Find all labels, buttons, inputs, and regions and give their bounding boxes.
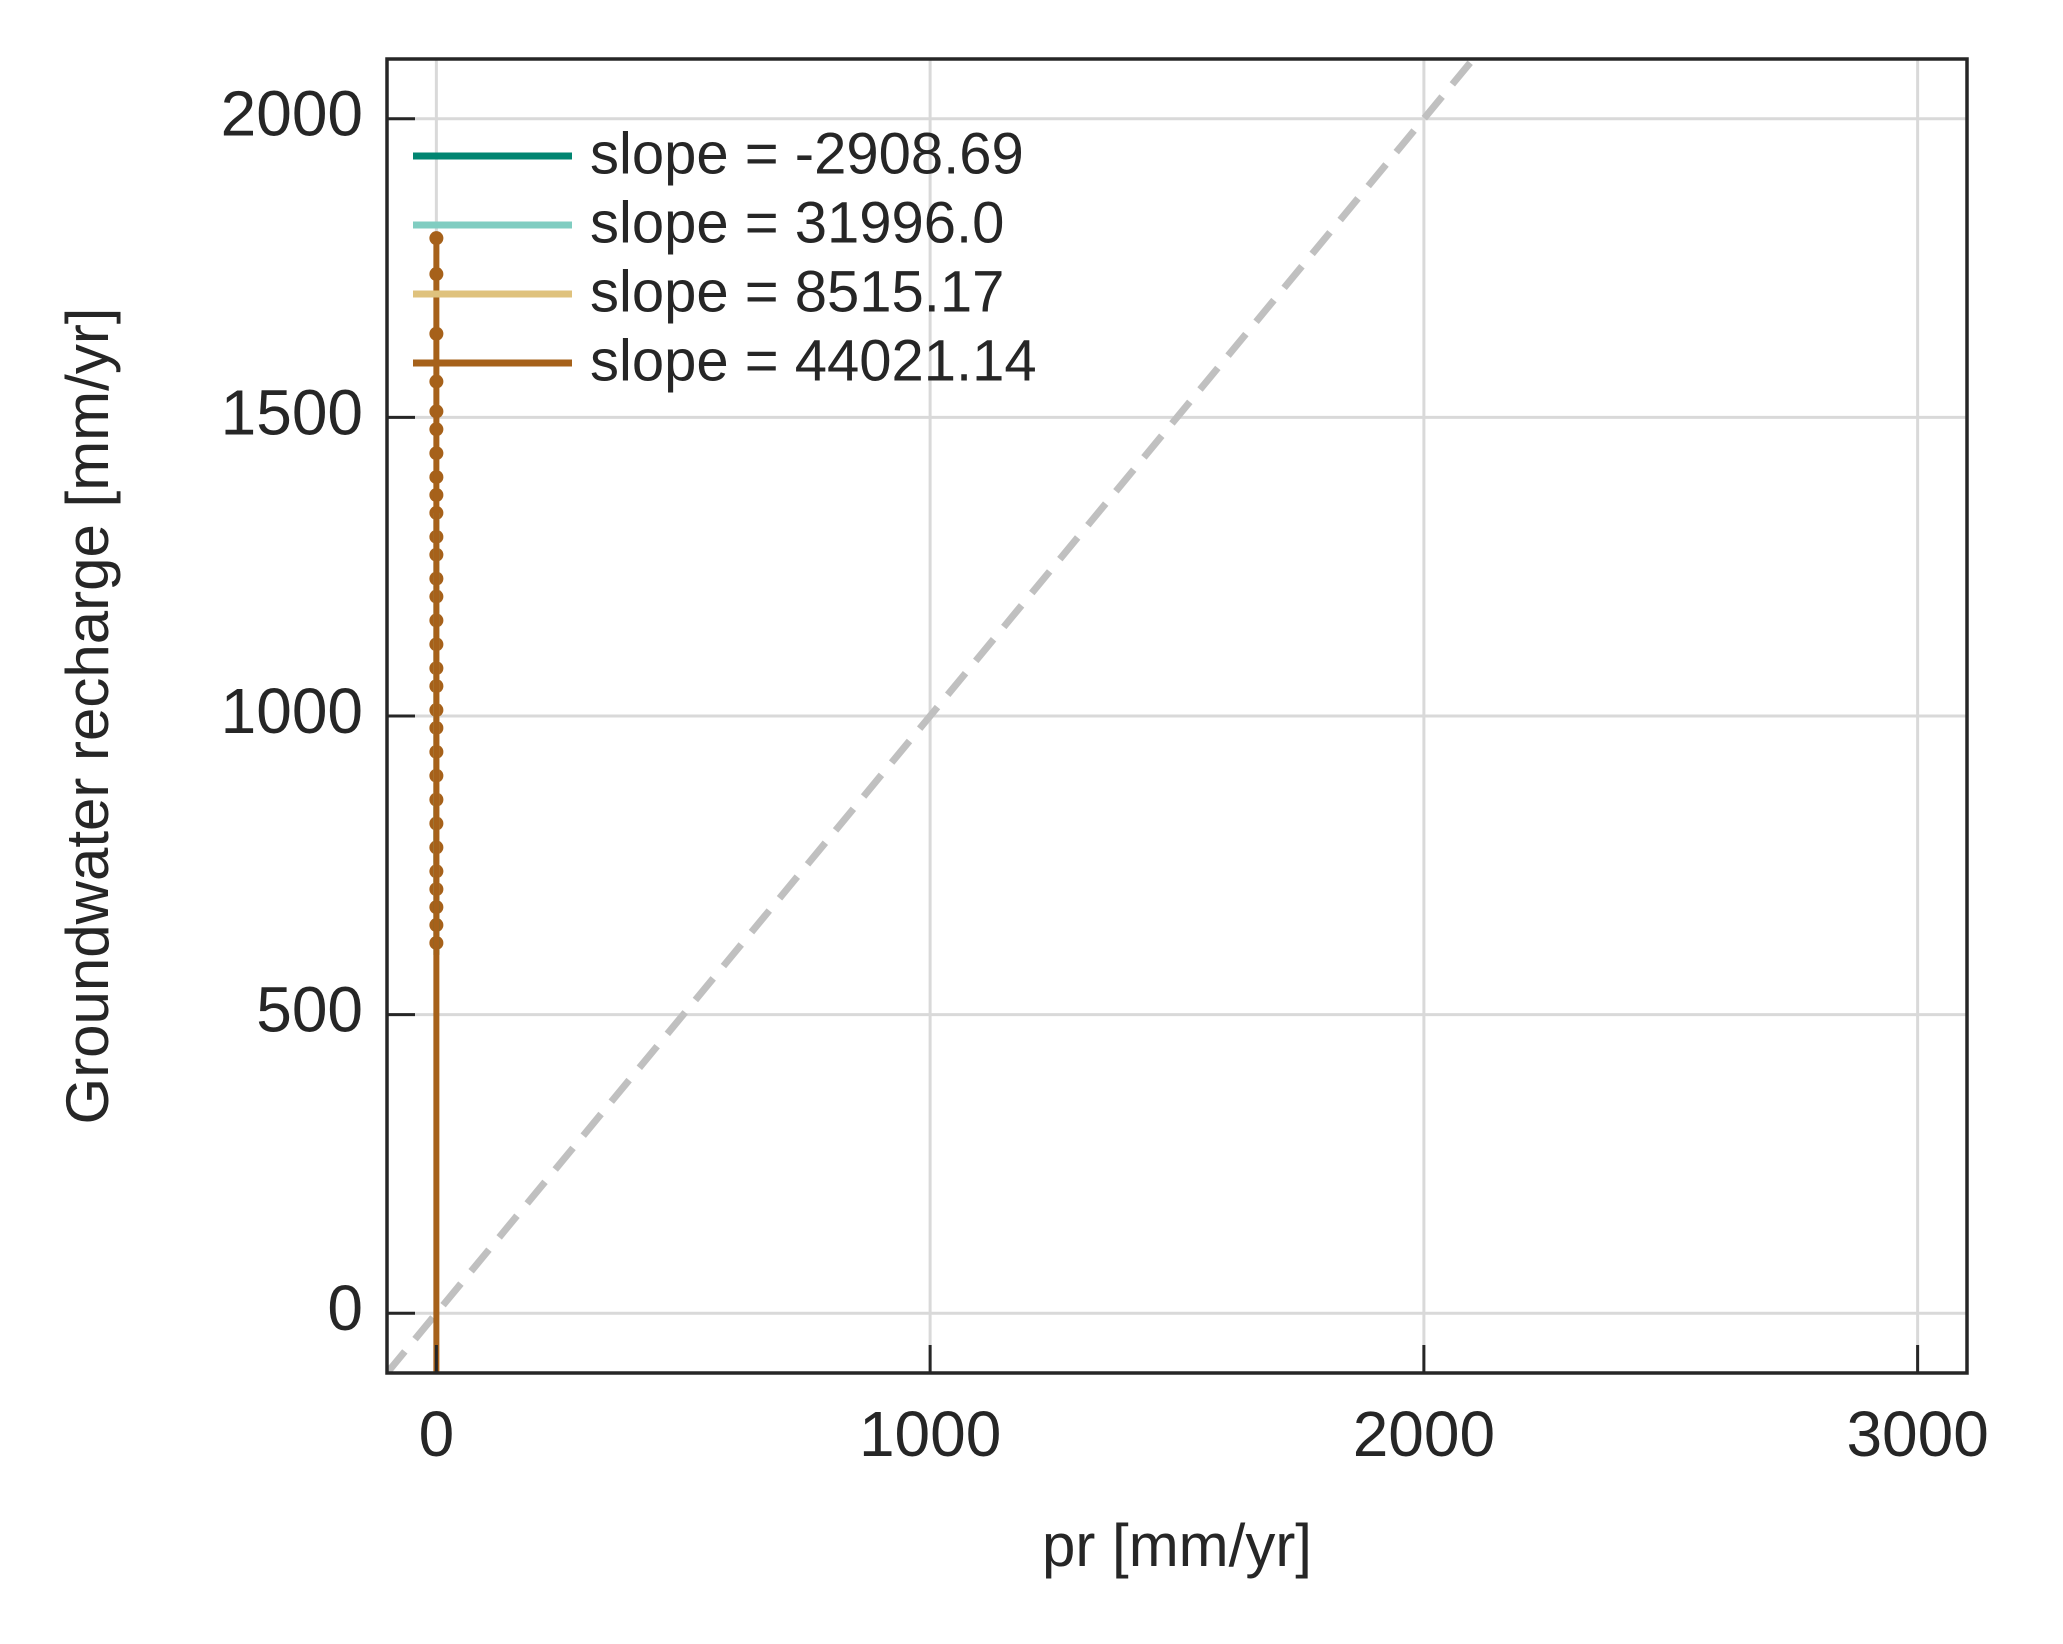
plot-area: [387, 59, 1967, 1373]
legend-label: slope = 8515.17: [590, 259, 1004, 324]
legend-label: slope = 44021.14: [590, 328, 1037, 393]
y-tick-label: 2000: [221, 78, 363, 150]
y-tick-label: 1000: [221, 675, 363, 747]
y-tick-label: 500: [256, 974, 363, 1046]
plot-frame: [385, 57, 1969, 1375]
reference-line: [387, 59, 1478, 1373]
legend-label: slope = -2908.69: [590, 121, 1024, 186]
x-tick-label: 0: [419, 1398, 455, 1470]
y-tick-label: 1500: [221, 376, 363, 448]
x-tick-label: 2000: [1353, 1398, 1495, 1470]
legend-label: slope = 31996.0: [590, 190, 1004, 255]
x-axis-label: pr [mm/yr]: [1042, 1512, 1312, 1579]
y-tick-label: 0: [327, 1272, 363, 1344]
x-tick-label: 3000: [1846, 1398, 1988, 1470]
x-tick-label: 1000: [859, 1398, 1001, 1470]
y-axis-label: Groundwater recharge [mm/yr]: [54, 308, 121, 1125]
